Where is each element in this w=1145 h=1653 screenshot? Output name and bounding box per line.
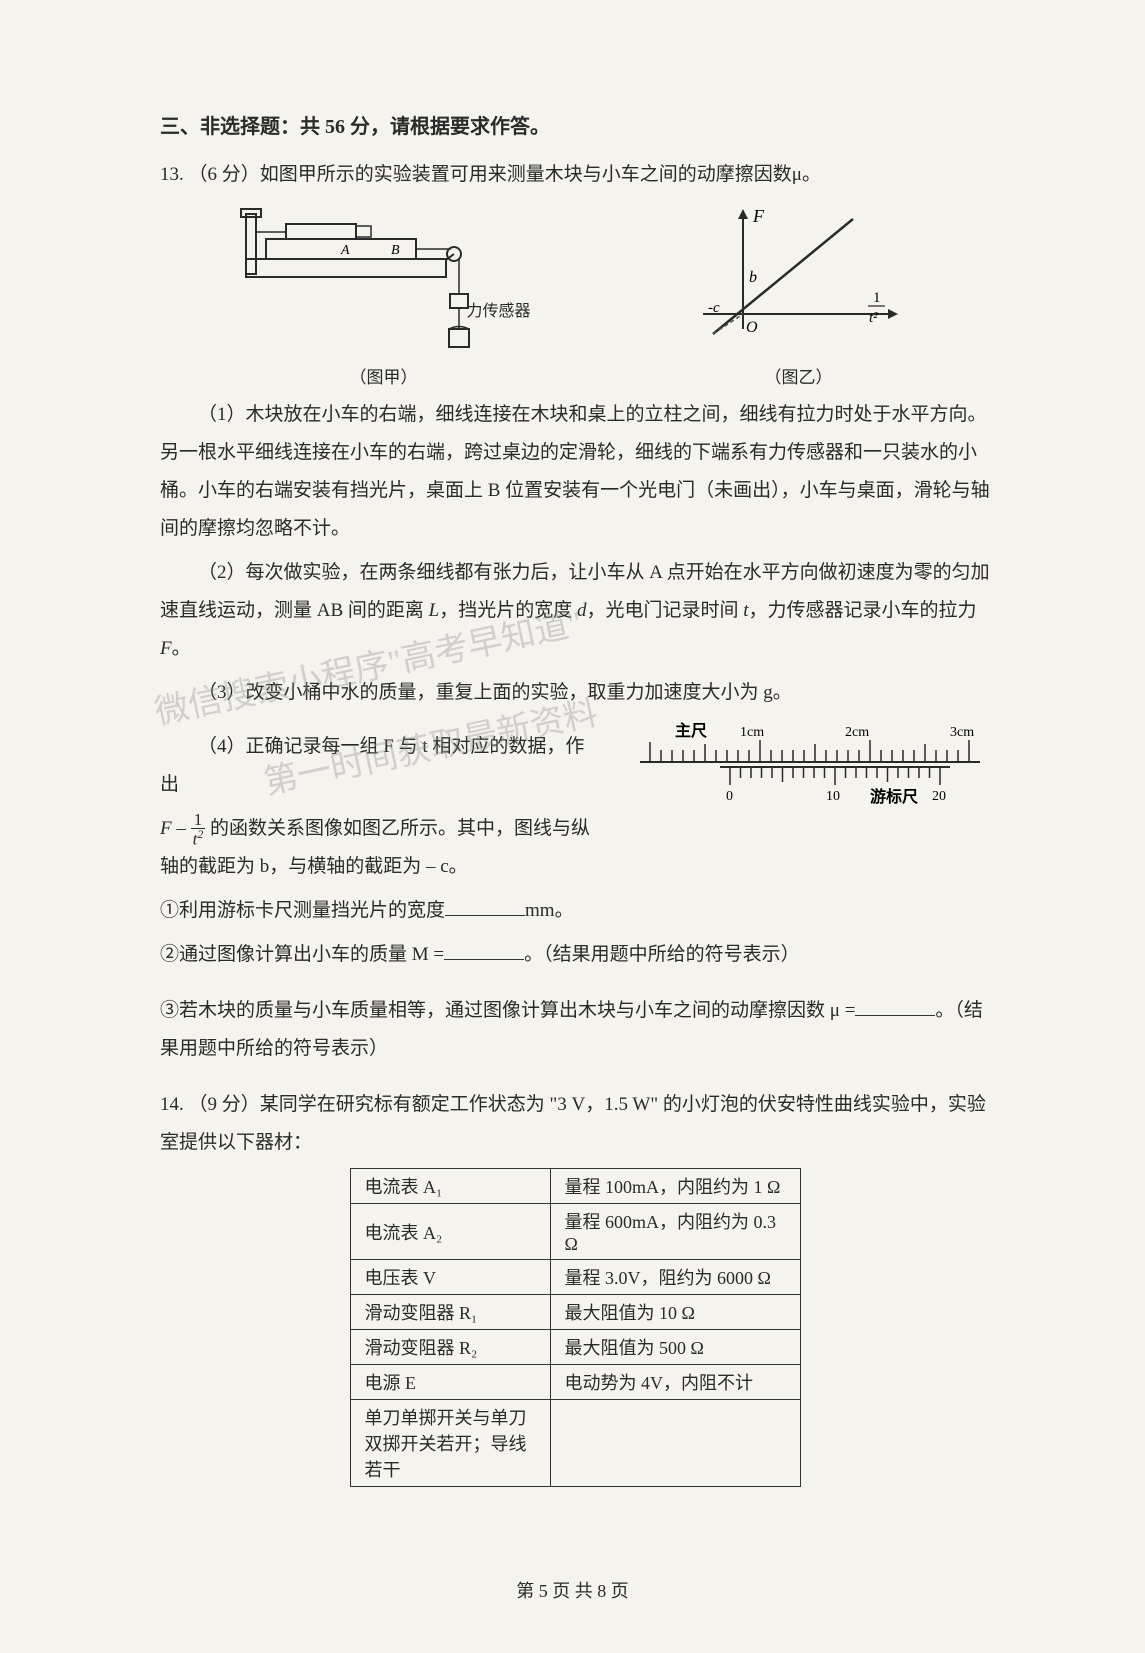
ruler-svg: 主尺 1cm 2cm 3cm [620,722,990,817]
q13-p2: （2）每次做实验，在两条细线都有张力后，让小车从 A 点开始在水平方向做初速度为… [160,554,990,668]
cell: 最大阻值为 500 Ω [550,1330,800,1365]
blank-2[interactable] [444,941,524,960]
q13-sub1: ①利用游标卡尺测量挡光片的宽度 mm。 [160,892,990,930]
table-row: 单刀单掷开关与单刀双掷开关若开；导线若干 [350,1400,800,1487]
table-row: 电压表 V量程 3.0V，阻约为 6000 Ω [350,1260,800,1295]
cell: 电源 E [350,1365,550,1400]
cell: 单刀单掷开关与单刀双掷开关若开；导线若干 [350,1400,550,1487]
section-title: 三、非选择题：共 56 分，请根据要求作答。 [160,110,990,139]
cell [550,1400,800,1487]
figures-row: A B 力传感器 （图甲） F b -c O [160,204,990,388]
cell: 量程 3.0V，阻约为 6000 Ω [550,1260,800,1295]
graph-x-den: t² [869,310,878,326]
graph-o-label: O [746,319,758,336]
equipment-tbody: 电流表 A₁量程 100mA，内阻约为 1 Ω 电流表 A₂量程 600mA，内… [350,1169,800,1487]
p4b-suffix: 的函数关系图像如图乙所示。其中，图线与纵轴的截距为 b，与横轴的截距为 – c。 [160,818,590,877]
p2-b: ，挡光片的宽度 [439,600,577,621]
blank-3[interactable] [855,997,935,1016]
q13-sub2: ②通过图像计算出小车的质量 M = 。（结果用题中所给的符号表示） [160,936,990,974]
apparatus-svg: A B [236,204,496,354]
label-a: A [340,243,350,258]
sym-f: F [160,638,172,659]
cell: 最大阻值为 10 Ω [550,1295,800,1330]
figure-yi: F b -c O 1 t² （图乙） [683,204,913,388]
main-tick-1: 1cm [740,725,764,740]
cell: 滑动变阻器 R₂ [350,1330,550,1365]
table-row: 滑动变阻器 R₁最大阻值为 10 Ω [350,1295,800,1330]
figure-jia: A B 力传感器 （图甲） [236,204,530,388]
table-row: 电源 E电动势为 4V，内阻不计 [350,1365,800,1400]
cell: 电动势为 4V，内阻不计 [550,1365,800,1400]
cell: 滑动变阻器 R₁ [350,1295,550,1330]
q13-header: 13. （6 分）如图甲所示的实验装置可用来测量木块与小车之间的动摩擦因数μ。 [160,159,990,186]
p2-d: ，力传感器记录小车的拉力 [749,600,977,621]
p4b-prefix: F – [160,818,191,839]
graph-c-label: -c [708,300,720,316]
page-footer: 第 5 页 共 8 页 [0,1577,1145,1603]
q2a: ②通过图像计算出小车的质量 M = [160,944,444,965]
label-b: B [391,243,400,258]
cell: 量程 600mA，内阻约为 0.3 Ω [550,1204,800,1260]
vernier-tick-10: 10 [826,789,840,804]
main-tick-2: 2cm [845,725,869,740]
table-row: 电流表 A₁量程 100mA，内阻约为 1 Ω [350,1169,800,1204]
graph-b-label: b [749,269,757,286]
sym-l: L [429,600,440,621]
main-tick-3: 3cm [950,725,974,740]
sensor-label: 力传感器 [466,297,530,321]
q13-p4-row: （4）正确记录每一组 F 与 t 相对应的数据，作出 F – 1t2 的函数关系… [160,722,990,886]
q13-p4b: F – 1t2 的函数关系图像如图乙所示。其中，图线与纵轴的截距为 b，与横轴的… [160,810,600,886]
cell: 量程 100mA，内阻约为 1 Ω [550,1169,800,1204]
vernier-tick-20: 20 [932,789,946,804]
q3a: ③若木块的质量与小车质量相等，通过图像计算出木块与小车之间的动摩擦因数 μ = [160,1000,855,1021]
cell: 电流表 A₂ [350,1204,550,1260]
graph-svg: F b -c O 1 t² [683,204,913,354]
equipment-table: 电流表 A₁量程 100mA，内阻约为 1 Ω 电流表 A₂量程 600mA，内… [350,1168,801,1487]
graph-y-label: F [752,206,765,226]
q13-sub3: ③若木块的质量与小车质量相等，通过图像计算出木块与小车之间的动摩擦因数 μ =。… [160,992,990,1068]
p2-c: ，光电门记录时间 [587,600,744,621]
q14-header: 14. （9 分）某同学在研究标有额定工作状态为 "3 V，1.5 W" 的小灯… [160,1086,990,1162]
sym-d: d [577,600,587,621]
q13-p1: （1）木块放在小车的右端，细线连接在木块和桌上的立柱之间，细线有拉力时处于水平方… [160,396,990,548]
graph-x-num: 1 [873,290,881,306]
cell: 电流表 A₁ [350,1169,550,1204]
q13-p4a: （4）正确记录每一组 F 与 t 相对应的数据，作出 [160,728,600,804]
blank-1[interactable] [445,897,525,916]
table-row: 滑动变阻器 R₂最大阻值为 500 Ω [350,1330,800,1365]
vernier-label: 游标尺 [870,787,918,806]
p2-e: 。 [172,638,191,659]
vernier-tick-0: 0 [726,789,733,804]
fig2-caption: （图乙） [683,363,913,388]
fig1-caption: （图甲） [236,363,530,388]
q2b: 。（结果用题中所给的符号表示） [524,944,800,965]
q1-unit: mm。 [525,900,574,921]
q1a: ①利用游标卡尺测量挡光片的宽度 [160,900,445,921]
table-row: 电流表 A₂量程 600mA，内阻约为 0.3 Ω [350,1204,800,1260]
ruler-figure: 主尺 1cm 2cm 3cm [620,722,990,822]
cell: 电压表 V [350,1260,550,1295]
main-scale-label: 主尺 [675,722,707,740]
q13-p3: （3）改变小桶中水的质量，重复上面的实验，取重力加速度大小为 g。 [160,674,990,712]
